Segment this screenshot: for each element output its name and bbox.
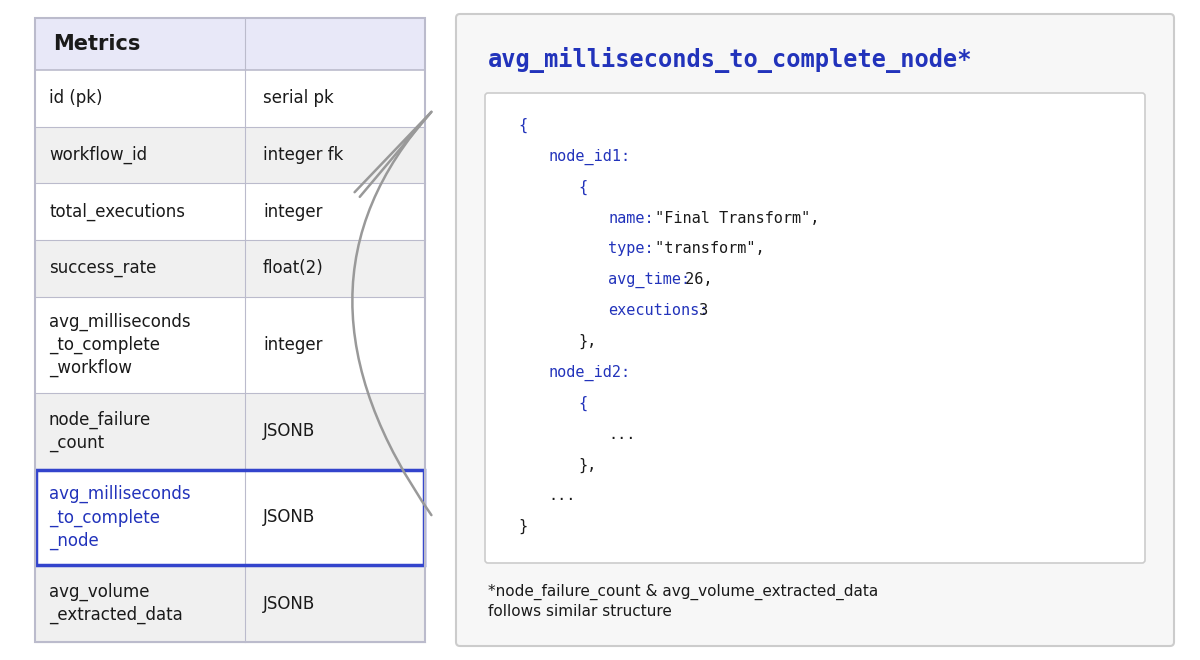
Bar [35,127,425,183]
Text: serial pk: serial pk [263,89,334,108]
Text: }: } [518,519,527,535]
Text: 3: 3 [690,303,709,318]
Text: {: { [578,180,587,195]
Bar [35,18,425,642]
Text: {: { [518,118,527,133]
Text: ...: ... [608,426,635,442]
Text: avg_milliseconds
_to_complete
_workflow: avg_milliseconds _to_complete _workflow [49,312,191,377]
Text: ...: ... [548,488,575,504]
Text: total_executions: total_executions [49,203,185,220]
FancyBboxPatch shape [485,93,1145,563]
Text: id (pk): id (pk) [49,89,102,108]
Text: integer: integer [263,336,323,354]
Bar [35,566,425,642]
Text: type:: type: [608,242,654,257]
Bar [35,296,425,393]
Text: avg_milliseconds_to_complete_node*: avg_milliseconds_to_complete_node* [488,47,972,73]
Text: },: }, [578,334,596,349]
Text: JSONB: JSONB [263,508,316,527]
Bar [35,18,425,70]
Text: "transform",: "transform", [646,242,764,257]
Text: success_rate: success_rate [49,259,156,277]
Text: avg_time:: avg_time: [608,273,690,288]
Text: node_id1:: node_id1: [548,149,630,165]
Text: avg_volume
_extracted_data: avg_volume _extracted_data [49,583,182,624]
Text: executions:: executions: [608,303,708,318]
Bar [35,240,425,296]
Text: integer: integer [263,203,323,220]
Bar [35,393,425,469]
Text: *node_failure_count & avg_volume_extracted_data: *node_failure_count & avg_volume_extract… [488,584,878,600]
Text: {: { [578,396,587,411]
Text: integer fk: integer fk [263,146,343,164]
Text: },: }, [578,457,596,473]
Text: node_id2:: node_id2: [548,365,630,381]
Text: Metrics: Metrics [53,34,140,54]
Bar [36,471,424,564]
Bar [35,70,425,127]
Text: node_failure
_count: node_failure _count [49,411,151,451]
Text: 26,: 26, [676,273,712,287]
Bar [35,183,425,240]
FancyBboxPatch shape [456,14,1174,646]
Text: avg_milliseconds
_to_complete
_node: avg_milliseconds _to_complete _node [49,485,191,550]
Text: name:: name: [608,211,654,226]
Text: JSONB: JSONB [263,422,316,440]
Text: follows similar structure: follows similar structure [488,604,672,619]
Text: workflow_id: workflow_id [49,146,148,164]
Text: JSONB: JSONB [263,595,316,612]
Text: float(2): float(2) [263,259,324,277]
Bar [35,469,425,566]
Text: "Final Transform",: "Final Transform", [646,211,818,226]
